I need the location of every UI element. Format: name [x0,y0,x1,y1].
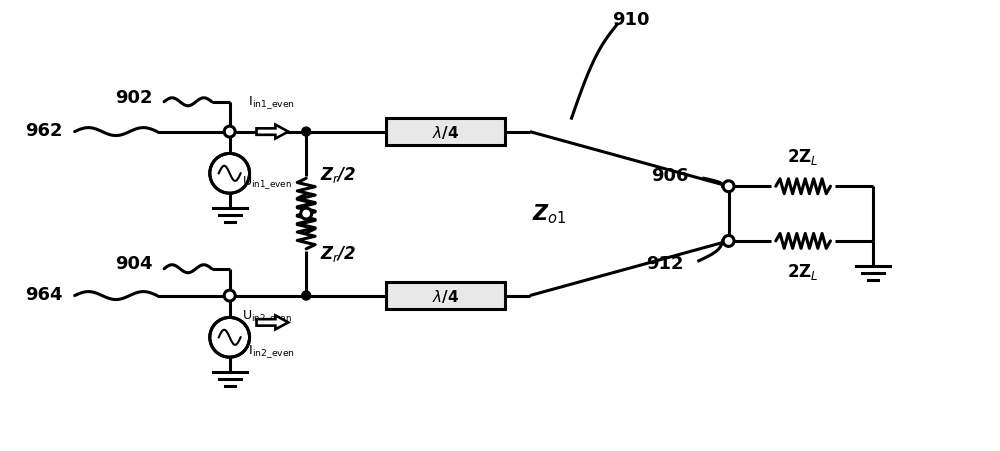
Text: 906: 906 [651,167,689,185]
Text: I$_{\rm in1\_even}$: I$_{\rm in1\_even}$ [248,94,295,110]
FancyArrow shape [257,316,288,330]
Bar [386,119,505,146]
Circle shape [302,128,311,137]
Circle shape [302,291,311,300]
Text: $\lambda$/4: $\lambda$/4 [432,124,459,141]
Text: 902: 902 [115,88,152,106]
Circle shape [723,236,734,247]
Text: Z$_r$/2: Z$_r$/2 [320,244,356,264]
Circle shape [723,181,734,192]
Text: U$_{\rm in2\_even}$: U$_{\rm in2\_even}$ [242,308,291,324]
Text: 910: 910 [612,11,650,29]
Text: 962: 962 [25,121,63,139]
Circle shape [210,154,250,194]
Circle shape [224,290,235,301]
Bar [386,282,505,309]
Circle shape [301,209,312,220]
Text: 964: 964 [25,285,63,303]
Text: Z$_{o1}$: Z$_{o1}$ [532,202,567,226]
Text: U$_{\rm in1\_even}$: U$_{\rm in1\_even}$ [242,174,291,190]
Bar [386,282,505,309]
FancyArrow shape [257,125,288,139]
Text: 2Z$_L$: 2Z$_L$ [787,261,819,281]
Text: I$_{\rm in2\_even}$: I$_{\rm in2\_even}$ [248,342,295,359]
Text: $\lambda$/4: $\lambda$/4 [432,287,459,304]
Circle shape [224,127,235,138]
Text: Z$_r$/2: Z$_r$/2 [320,165,356,184]
Bar [386,119,505,146]
Circle shape [210,318,250,357]
Text: 2Z$_L$: 2Z$_L$ [787,147,819,167]
Text: 904: 904 [115,254,152,272]
Text: 912: 912 [646,254,684,272]
